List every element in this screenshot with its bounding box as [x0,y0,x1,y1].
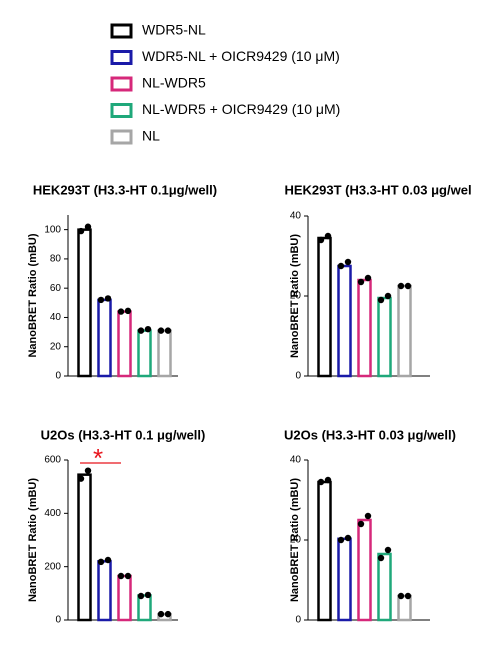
replicate-point [344,258,352,266]
replicate-point [84,467,92,474]
chart-title: HEK293T (H3.3-HT 0.03 μg/wel [284,182,471,197]
replicate-point [77,227,85,235]
replicate-point [337,262,345,270]
replicate-point [117,308,125,315]
chart-title: U2Os (H3.3-HT 0.03 μg/well) [284,427,456,442]
y-tick-label: 600 [44,455,61,466]
replicate-point [157,327,165,334]
bar [97,560,112,622]
legend-swatch [110,23,133,39]
replicate-point [157,610,165,618]
replicate-point [384,292,392,300]
replicate-point [104,556,112,564]
replicate-point [137,592,145,600]
bar [357,518,372,622]
replicate-point [104,295,112,302]
replicate-point [77,475,85,482]
y-tick-label: 20 [290,535,302,546]
bar [157,329,172,378]
legend-label: WDR5-NL + OICR9429 (10 μM) [142,48,340,64]
bar [377,296,392,378]
bar [397,284,412,378]
y-tick-label: 20 [290,291,302,302]
replicate-point [317,236,325,244]
y-axis-label: NanoBRET Ratio (mBU) [289,478,301,602]
y-tick-label: 0 [55,615,61,626]
replicate-point [377,296,385,304]
y-tick-label: 200 [44,561,61,572]
bar [337,537,352,622]
replicate-point [324,232,332,240]
replicate-point [124,572,132,580]
legend-label: WDR5-NL [142,22,206,38]
y-tick-label: 40 [290,455,302,466]
y-axis-label: NanoBRET Ratio (mBU) [27,478,39,602]
replicate-point [364,512,372,520]
bar [317,236,332,378]
bar [337,264,352,378]
bar [77,228,92,378]
legend-swatch [110,76,133,92]
y-tick-label: 0 [55,371,61,382]
bar [97,298,112,378]
replicate-point [377,554,385,562]
y-tick-label: 40 [50,312,62,323]
bar [117,574,132,622]
chart-title: U2Os (H3.3-HT 0.1 μg/well) [41,427,206,442]
replicate-point [164,327,172,334]
y-axis-label: NanoBRET Ratio (mBU) [27,233,39,357]
replicate-point [397,592,405,600]
bar [137,594,152,622]
bar [77,473,92,622]
bar [377,552,392,622]
bar [317,480,332,622]
y-tick-label: 80 [50,254,62,265]
replicate-point [124,307,132,315]
legend-label: NL-WDR5 + OICR9429 (10 μM) [142,101,340,117]
y-tick-label: 0 [295,371,301,382]
replicate-point [144,325,152,333]
replicate-point [97,558,105,566]
replicate-point [404,282,412,290]
replicate-point [337,536,345,544]
replicate-point [357,278,365,286]
significance-marker: * [93,443,103,473]
replicate-point [144,591,152,599]
replicate-point [137,327,145,334]
y-tick-label: 60 [50,283,62,294]
replicate-point [404,592,412,600]
y-tick-label: 400 [44,508,61,519]
legend-label: NL-WDR5 [142,75,206,91]
replicate-point [317,478,325,486]
y-tick-label: 20 [50,341,62,352]
bar [137,329,152,378]
replicate-point [397,282,405,290]
replicate-point [164,610,172,618]
replicate-point [364,274,372,282]
chart-title: HEK293T (H3.3-HT 0.1μg/well) [33,182,217,197]
replicate-point [357,520,365,528]
bar [117,310,132,378]
y-tick-label: 0 [295,615,301,626]
legend-swatch [110,50,133,65]
y-axis-label: NanoBRET Ratio (mBU) [289,234,301,358]
legend-label: NL [142,128,160,144]
y-tick-label: 40 [290,211,302,222]
bar [397,594,412,622]
legend-swatch [110,103,133,118]
bar [357,278,372,378]
replicate-point [324,476,332,484]
legend-swatch [110,129,133,145]
replicate-point [84,223,92,230]
bar [157,612,172,622]
y-tick-label: 100 [44,224,61,235]
replicate-point [117,572,125,580]
replicate-point [97,296,105,304]
replicate-point [384,546,392,554]
replicate-point [344,534,352,542]
